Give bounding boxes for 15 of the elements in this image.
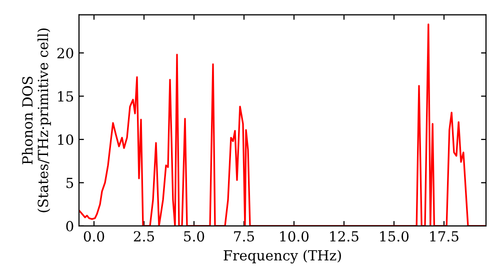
x-tick-label: 17.5	[430, 231, 458, 242]
x-tick-label: 7.5	[234, 231, 254, 242]
y-tick-label: 0	[66, 220, 74, 232]
y-tick-label: 15	[58, 91, 74, 102]
x-tick-label: 15.0	[380, 231, 409, 242]
y-tick-label: 20	[57, 48, 74, 58]
x-tick-label: 2.5	[134, 231, 154, 242]
x-axis-title: Frequency (THz)	[224, 250, 341, 264]
x-tick-label: 0.0	[84, 231, 104, 242]
x-tick-label: 5.0	[184, 231, 204, 242]
x-tick-label: 10.0	[280, 231, 309, 242]
y-tick-label: 5	[66, 178, 74, 188]
y-axis-title: Phonon DOS (States/THz·primitive cell)	[22, 28, 51, 212]
y-tick-label: 10	[58, 134, 74, 145]
x-tick-label: 12.5	[330, 231, 358, 242]
